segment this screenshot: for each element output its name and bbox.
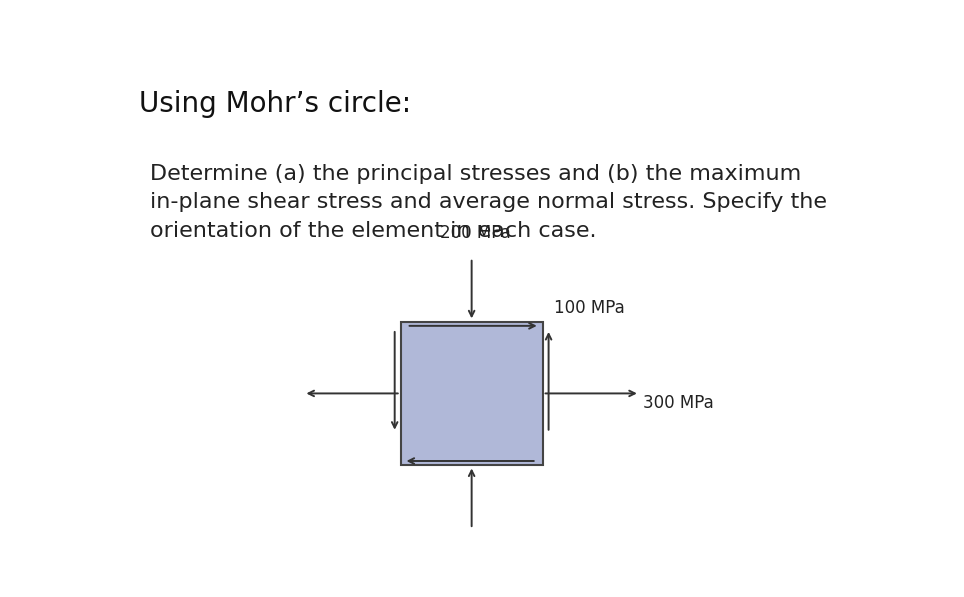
Text: 100 MPa: 100 MPa: [553, 299, 625, 318]
Bar: [401, 322, 543, 464]
Text: Determine (a) the principal stresses and (b) the maximum
in-plane shear stress a: Determine (a) the principal stresses and…: [150, 164, 827, 241]
Text: 200 MPa: 200 MPa: [440, 224, 511, 242]
Text: 300 MPa: 300 MPa: [644, 393, 714, 411]
Text: Using Mohr’s circle:: Using Mohr’s circle:: [139, 90, 412, 118]
